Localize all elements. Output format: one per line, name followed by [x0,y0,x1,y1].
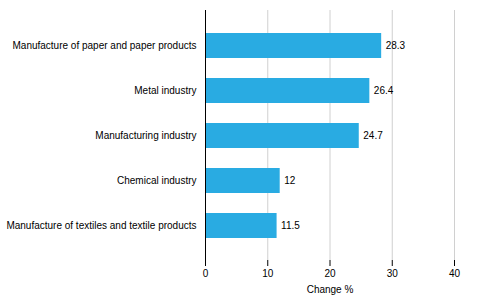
svg-text:28.3: 28.3 [386,40,406,51]
svg-text:26.4: 26.4 [374,85,394,96]
svg-text:30: 30 [387,268,399,279]
svg-text:40: 40 [449,268,461,279]
svg-text:Change %: Change % [307,284,354,295]
svg-text:Manufacturing industry: Manufacturing industry [95,130,196,141]
svg-text:24.7: 24.7 [363,130,383,141]
svg-text:11.5: 11.5 [281,220,300,231]
svg-text:Manufacture of paper and paper: Manufacture of paper and paper products [12,40,196,51]
svg-text:10: 10 [262,268,274,279]
svg-text:20: 20 [324,268,336,279]
svg-text:Chemical industry: Chemical industry [117,175,196,186]
svg-text:12: 12 [284,175,296,186]
svg-text:Metal industry: Metal industry [134,85,196,96]
svg-text:Manufacture of textiles and te: Manufacture of textiles and textile prod… [6,220,196,231]
svg-text:0: 0 [203,268,209,279]
